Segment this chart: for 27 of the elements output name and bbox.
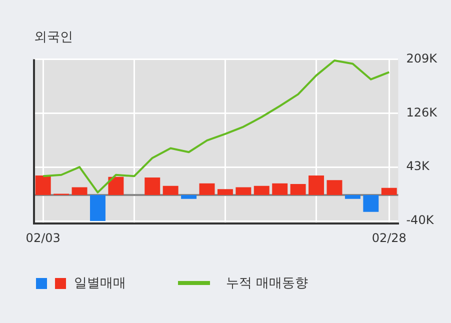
y-tick-label: 43K: [406, 159, 430, 174]
bar: [108, 176, 124, 196]
legend-label: 누적 매매동향: [226, 275, 308, 292]
bar: [344, 195, 360, 199]
y-tick-label: -40K: [406, 213, 435, 228]
bar: [363, 195, 379, 212]
bar: [90, 195, 106, 221]
bar: [272, 183, 288, 196]
bar: [181, 195, 197, 199]
bar: [72, 187, 88, 196]
bar: [290, 184, 306, 196]
bar: [254, 186, 270, 196]
y-tick-label: 209K: [406, 51, 438, 66]
bar: [308, 176, 324, 196]
x-tick-label: 02/03: [26, 230, 60, 245]
bar: [326, 180, 342, 196]
bar: [236, 187, 252, 196]
x-tick-label: 02/28: [372, 230, 406, 245]
legend-label: 일별매매: [74, 275, 126, 292]
bar: [217, 189, 233, 196]
bar: [199, 183, 215, 196]
chart-title: 외국인: [34, 29, 73, 46]
bar: [381, 188, 397, 196]
bar: [144, 177, 160, 196]
bar: [162, 186, 178, 196]
y-tick-label: 126K: [406, 105, 438, 120]
bar: [35, 176, 51, 196]
